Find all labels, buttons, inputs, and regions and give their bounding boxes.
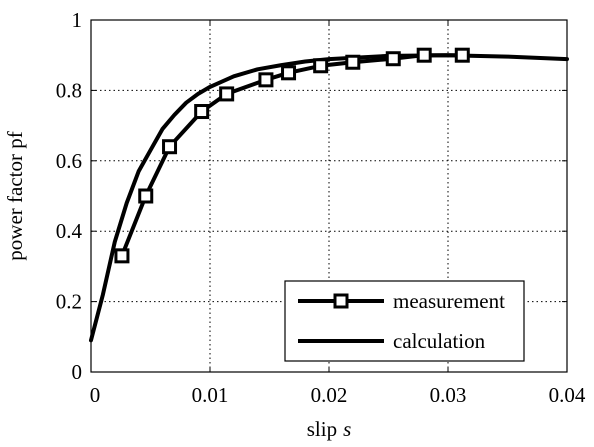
legend-label-measurement: measurement bbox=[393, 289, 505, 313]
measurement-marker bbox=[416, 47, 432, 63]
x-tick-label: 0.02 bbox=[311, 383, 348, 407]
x-tick-label: 0 bbox=[90, 383, 101, 407]
x-axis-label-symbol: s bbox=[343, 417, 351, 441]
x-tick-label: 0.01 bbox=[192, 383, 229, 407]
y-tick-label: 0.4 bbox=[56, 219, 83, 243]
legend: measurement calculation bbox=[284, 280, 525, 362]
y-tick-label: 0.6 bbox=[56, 149, 82, 173]
measurement-marker bbox=[194, 104, 210, 120]
legend-label-calculation: calculation bbox=[393, 329, 486, 353]
legend-marker-measurement bbox=[333, 293, 349, 309]
x-tick-label: 0.04 bbox=[549, 383, 586, 407]
measurement-marker bbox=[313, 58, 329, 74]
series-layer bbox=[89, 47, 569, 343]
measurement-marker bbox=[114, 248, 130, 264]
legend-box bbox=[284, 280, 525, 362]
measurement-marker bbox=[258, 72, 274, 88]
y-tick-label: 0.2 bbox=[56, 290, 82, 314]
x-axis-label: slip s bbox=[307, 417, 352, 441]
x-tick-label: 0.03 bbox=[430, 383, 467, 407]
measurement-marker bbox=[385, 51, 401, 67]
measurement-marker bbox=[162, 139, 178, 155]
calculation-line bbox=[89, 53, 569, 343]
measurement-marker bbox=[345, 54, 361, 70]
axes-frame bbox=[90, 19, 568, 373]
measurement-marker bbox=[454, 47, 470, 63]
y-tick-label: 1 bbox=[72, 8, 83, 32]
y-tick-label: 0 bbox=[72, 360, 83, 384]
measurement-marker bbox=[219, 86, 235, 102]
measurement-marker bbox=[138, 188, 154, 204]
y-tick-label: 0.8 bbox=[56, 78, 82, 102]
y-axis-label: power factor pf bbox=[3, 131, 27, 260]
tick-label-layer: 0 0.01 0.02 0.03 0.04 0 0.2 0.4 0.6 0.8 1 bbox=[56, 8, 586, 407]
measurement-marker bbox=[281, 65, 297, 81]
x-axis-label-text: slip bbox=[307, 417, 337, 441]
